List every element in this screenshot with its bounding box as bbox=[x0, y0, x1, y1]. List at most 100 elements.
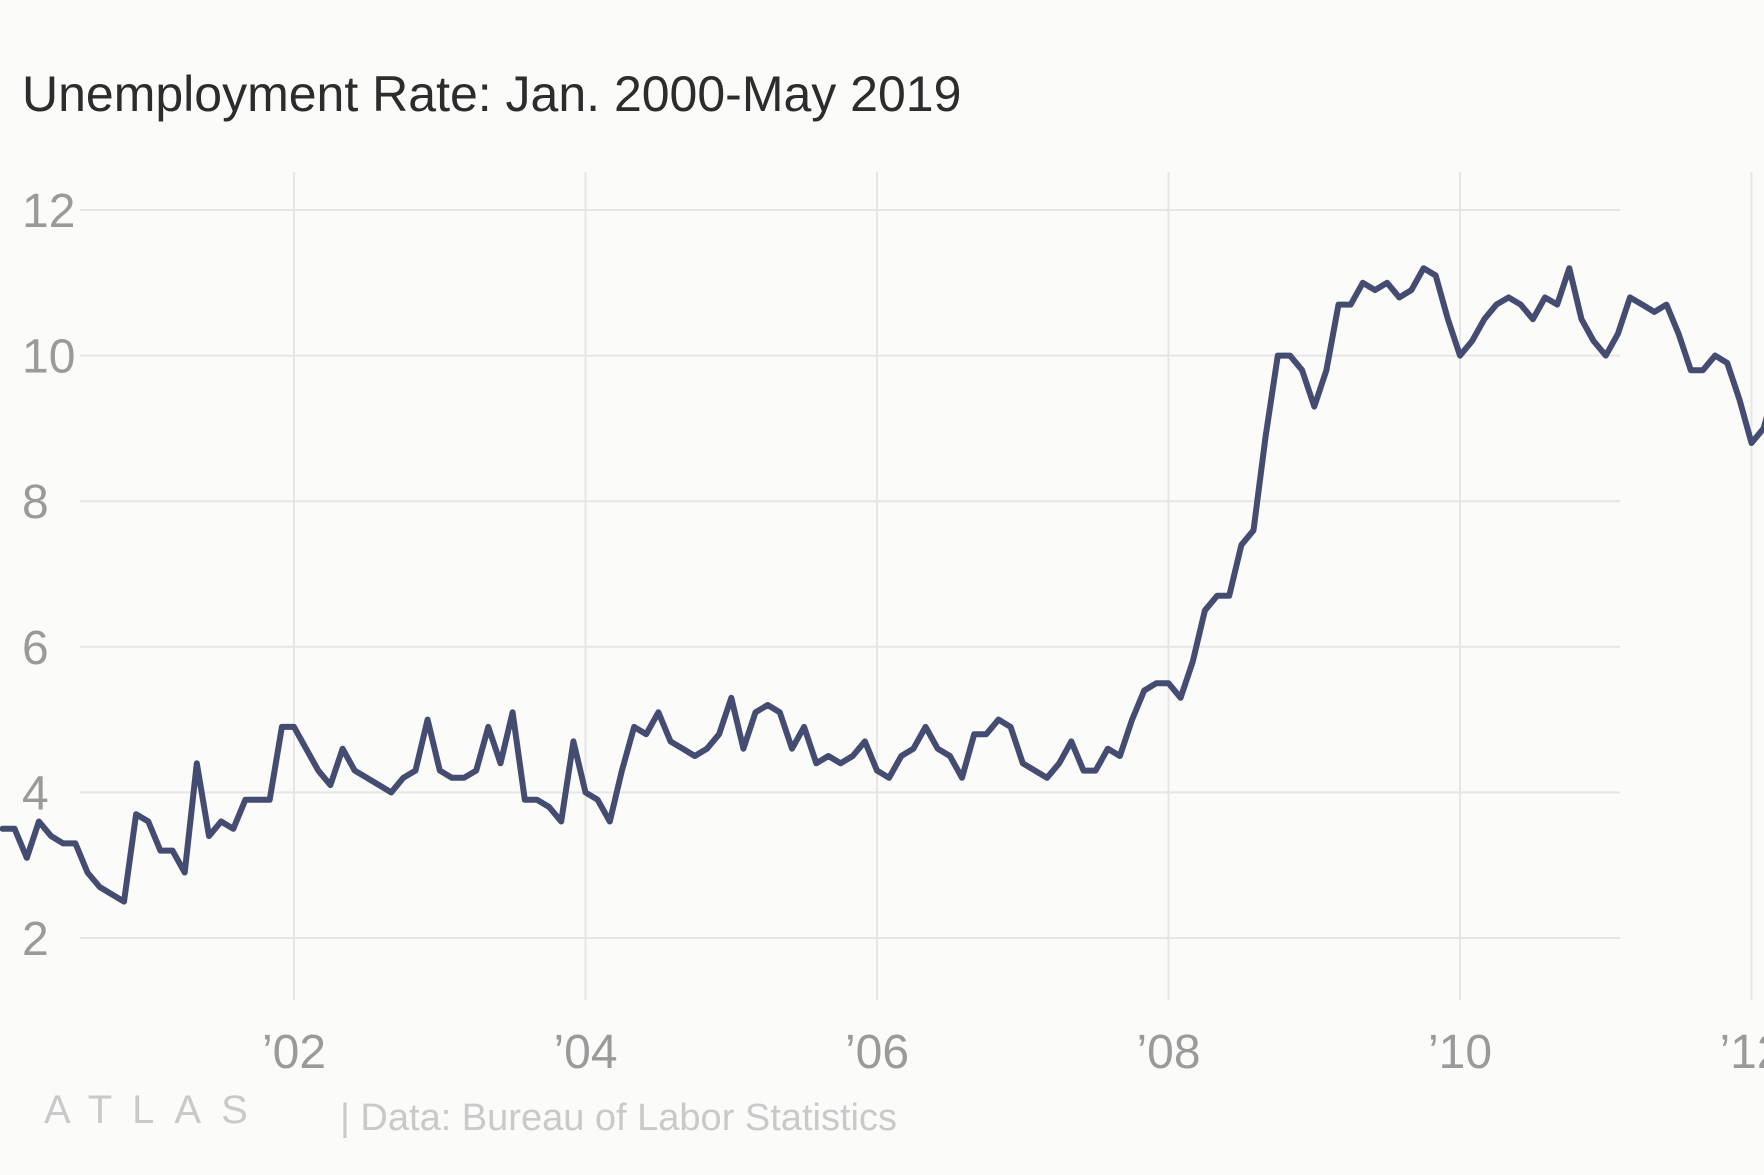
data-point bbox=[888, 777, 890, 779]
data-point bbox=[803, 726, 805, 728]
data-point bbox=[937, 748, 939, 750]
data-point bbox=[633, 726, 635, 728]
y-tick-label: 2 bbox=[22, 913, 49, 966]
data-point bbox=[451, 777, 453, 779]
data-point bbox=[827, 755, 829, 757]
data-point bbox=[621, 770, 623, 772]
data-point bbox=[487, 726, 489, 728]
data-point bbox=[1751, 442, 1752, 444]
data-point bbox=[1593, 340, 1595, 342]
atlas-logo: ATLAS bbox=[44, 1088, 268, 1132]
data-point bbox=[1544, 296, 1546, 298]
data-point bbox=[427, 719, 429, 721]
data-point bbox=[281, 726, 283, 728]
data-point bbox=[998, 719, 999, 721]
data-point bbox=[706, 748, 708, 750]
data-point bbox=[305, 748, 307, 750]
data-point bbox=[269, 799, 271, 801]
data-point bbox=[925, 726, 927, 728]
data-point bbox=[1058, 762, 1060, 764]
data-point bbox=[257, 799, 259, 801]
data-point bbox=[366, 777, 368, 779]
data-point bbox=[26, 857, 28, 859]
data-point bbox=[1423, 267, 1425, 269]
data-point bbox=[985, 733, 987, 735]
data-point bbox=[1386, 282, 1388, 284]
data-source: | Data: Bureau of Labor Statistics bbox=[340, 1097, 897, 1139]
data-point bbox=[378, 784, 380, 786]
x-tick-label: ’02 bbox=[262, 1026, 326, 1079]
data-point bbox=[1010, 726, 1012, 728]
data-point bbox=[1216, 595, 1218, 597]
data-point bbox=[1459, 355, 1461, 357]
data-point bbox=[1155, 682, 1157, 684]
data-point bbox=[196, 762, 198, 764]
x-axis-ticks: ’02’04’06’08’10’12’14’16’18 bbox=[262, 1026, 1764, 1079]
data-point bbox=[415, 770, 416, 772]
x-tick-label: ’08 bbox=[1136, 1026, 1200, 1079]
x-gridlines bbox=[293, 172, 1753, 1000]
data-point bbox=[524, 799, 526, 801]
data-point bbox=[184, 872, 186, 873]
data-point bbox=[900, 755, 902, 757]
data-point bbox=[767, 704, 769, 706]
data-point bbox=[329, 784, 331, 786]
data-point bbox=[1410, 289, 1412, 291]
data-point bbox=[1277, 355, 1279, 357]
data-point bbox=[1508, 296, 1510, 298]
y-gridlines bbox=[80, 209, 1620, 939]
y-tick-label: 8 bbox=[22, 476, 49, 529]
data-point bbox=[87, 872, 88, 873]
data-point bbox=[2, 828, 3, 830]
data-point bbox=[232, 828, 234, 830]
data-point bbox=[99, 886, 101, 888]
data-point bbox=[1495, 304, 1497, 306]
data-point bbox=[1253, 529, 1254, 531]
data-point bbox=[1520, 304, 1522, 306]
data-point bbox=[123, 901, 125, 903]
data-point bbox=[670, 740, 671, 742]
data-point bbox=[973, 733, 975, 735]
data-point bbox=[342, 748, 344, 750]
data-point bbox=[791, 748, 793, 750]
data-point bbox=[779, 711, 781, 713]
data-point bbox=[609, 821, 611, 822]
data-point bbox=[1265, 435, 1267, 437]
data-point bbox=[840, 762, 842, 764]
data-point bbox=[1204, 609, 1206, 611]
data-point bbox=[135, 813, 137, 815]
data-point bbox=[1070, 740, 1072, 742]
data-point bbox=[1447, 318, 1449, 320]
data-point bbox=[1034, 770, 1036, 772]
data-point bbox=[657, 711, 659, 713]
data-point bbox=[597, 799, 599, 801]
data-point bbox=[1289, 355, 1291, 357]
data-point bbox=[463, 777, 465, 779]
y-tick-label: 6 bbox=[22, 622, 49, 675]
data-point bbox=[742, 748, 744, 750]
data-point bbox=[1022, 762, 1024, 764]
data-point bbox=[1107, 748, 1109, 750]
data-point bbox=[1532, 318, 1534, 320]
data-point bbox=[718, 733, 720, 735]
data-point bbox=[1605, 355, 1607, 357]
x-tick-label: ’10 bbox=[1428, 1026, 1492, 1079]
data-point bbox=[439, 770, 441, 772]
data-point bbox=[864, 740, 866, 742]
data-point bbox=[1714, 355, 1716, 357]
data-point bbox=[536, 799, 538, 801]
data-point bbox=[1678, 333, 1680, 335]
data-point bbox=[1738, 398, 1740, 400]
data-point bbox=[14, 828, 16, 830]
data-point bbox=[585, 791, 586, 793]
data-point bbox=[1556, 304, 1558, 306]
data-point bbox=[1168, 682, 1169, 684]
data-point bbox=[755, 711, 756, 713]
x-tick-label: ’04 bbox=[553, 1026, 617, 1079]
data-point bbox=[645, 733, 647, 735]
data-points bbox=[2, 267, 1764, 903]
data-point bbox=[244, 799, 246, 801]
data-point bbox=[852, 755, 854, 757]
data-point bbox=[293, 726, 295, 728]
